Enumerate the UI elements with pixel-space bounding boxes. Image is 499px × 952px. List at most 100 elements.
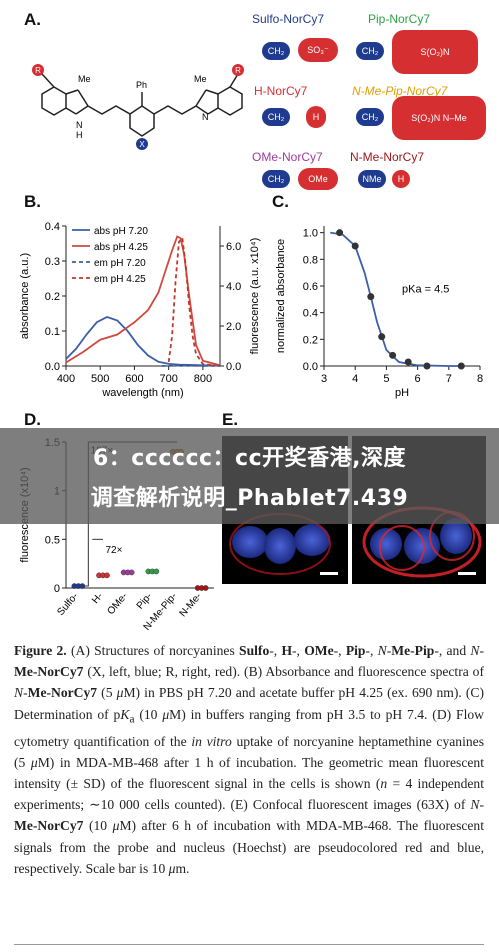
x-tick-label: 7 [446, 373, 452, 385]
watermark-banner [0, 428, 499, 524]
watermark-line-1: 6：cccccc：cc开奖香港,深度 [93, 446, 406, 471]
panel-e-letter: E. [222, 410, 239, 429]
annotation-72: 72× [105, 545, 122, 556]
figure-caption: Figure 2. (A) Structures of norcyanines … [14, 640, 484, 879]
y-tick-label-left: 0.4 [45, 221, 60, 233]
y-tick-label: 0 [54, 583, 60, 595]
y-tick-label-right: 2.0 [226, 321, 241, 333]
pip-x-pill: CH₂ [356, 42, 384, 60]
y-axis-label-left: absorbance (a.u.) [19, 253, 31, 339]
legend-label-0: abs pH 7.20 [94, 226, 148, 237]
y-tick-label: 0.8 [303, 254, 318, 266]
data-point [389, 351, 397, 359]
pka-chart: 3 4 5 6 7 8 0.0 0.2 0.4 0.6 0.8 1.0 pH normalized abs… [275, 226, 483, 399]
nmepip-x-pill: CH₂ [356, 108, 384, 126]
y-axis-label-right: fluorescence (a.u. x10⁴) [249, 238, 261, 355]
me-right-label: Me [194, 74, 207, 84]
panel-d-letter: D. [24, 410, 41, 429]
r-left-label: R [35, 66, 41, 75]
y-tick-label: 0.0 [303, 361, 318, 373]
n-left-label: N [76, 120, 83, 130]
bottom-rule [14, 944, 484, 945]
data-point [351, 242, 359, 250]
data-point-5 [202, 585, 209, 591]
series-line-0 [65, 316, 221, 367]
series-line-3 [167, 235, 221, 367]
data-point [404, 358, 412, 366]
x-tick-label: 8 [477, 373, 483, 385]
nme-r-pill: H [392, 170, 410, 188]
legend-label-1: abs pH 4.25 [94, 242, 148, 253]
x-axis-label: pH [395, 387, 409, 399]
ome-x-pill: CH₂ [262, 170, 290, 188]
spectra-chart: 400 500 600 700 800 0.0 0.1 0.2 0.3 0.4 0.0 2.0 4.0 6… [19, 221, 261, 399]
watermark-line-2: 调查解析说明_Phablet7.439 [90, 486, 409, 511]
n-right-label: N [202, 112, 209, 122]
x-tick-label: 400 [57, 373, 75, 385]
y-tick-label-right: 4.0 [226, 281, 241, 293]
data-point [423, 362, 431, 370]
category-label: N-Me- [178, 591, 204, 619]
y-tick-label: 0.6 [303, 281, 318, 293]
ph-label: Ph [136, 80, 147, 90]
y-tick-label-left: 0.0 [45, 361, 60, 373]
data-point [378, 333, 386, 341]
pip-r-pill: S(O₂)N [392, 30, 478, 74]
category-label: H- [90, 591, 105, 606]
me-left-label: Me [78, 74, 91, 84]
x-axis-label: wavelength (nm) [101, 387, 183, 399]
panel-b-letter: B. [24, 192, 41, 211]
fit-line [330, 231, 465, 367]
data-point-1 [104, 572, 110, 579]
legend-title-ome: OMe-NorCy7 [252, 150, 323, 164]
legend-title-pip: Pip-NorCy7 [368, 12, 431, 26]
legend-title-nme: N-Me-NorCy7 [350, 150, 425, 164]
data-point [457, 362, 465, 370]
x-tick-label: 700 [159, 373, 177, 385]
data-point-0 [79, 583, 86, 589]
y-tick-label-right: 0.0 [226, 361, 241, 373]
x-tick-label: 3 [321, 373, 327, 385]
r-right-label: R [235, 66, 241, 75]
x-tick-label: 600 [125, 373, 143, 385]
norcy7-structure: R R X Me Me Ph N H N [32, 64, 244, 150]
legend-label-3: em pH 4.25 [94, 274, 146, 285]
h-left-label: H [76, 130, 83, 140]
category-label: Pip- [135, 591, 155, 612]
pka-annotation: pKa = 4.5 [402, 284, 449, 296]
legend-title-sulfo: Sulfo-NorCy7 [252, 12, 325, 26]
legend-label-2: em pH 7.20 [94, 258, 146, 269]
y-tick-label-left: 0.3 [45, 256, 60, 268]
y-tick-label: 0.5 [45, 534, 60, 546]
y-tick-label-right: 6.0 [226, 241, 241, 253]
data-point-3 [153, 568, 160, 575]
ome-r-pill: OMe [298, 168, 338, 190]
x-tick-label: 500 [91, 373, 109, 385]
y-tick-label: 1.0 [303, 228, 318, 240]
h-x-pill: CH₂ [262, 108, 290, 126]
x-tick-label: 4 [352, 373, 358, 385]
data-point-2 [128, 569, 135, 576]
data-point [367, 293, 375, 301]
category-label: OMe- [105, 591, 129, 617]
panel-c-letter: C. [272, 192, 289, 211]
y-tick-label: 0.2 [303, 334, 318, 346]
sulfo-x-pill: CH₂ [262, 42, 290, 60]
sulfo-r-pill: SO₃⁻ [298, 38, 338, 62]
y-tick-label-left: 0.2 [45, 291, 60, 303]
figure-label: Figure 2. [14, 643, 67, 658]
series-line-1 [65, 235, 221, 367]
caption-body: (A) Structures of norcyanines Sulfo-, H-… [14, 643, 485, 876]
nmepip-r-pill: S(O₂)N N–Me [392, 96, 486, 140]
y-tick-label-left: 0.1 [45, 326, 60, 338]
h-r-pill: H [306, 106, 326, 128]
x-tick-label: 5 [383, 373, 389, 385]
y-tick-label: 0.4 [303, 308, 318, 320]
x-tick-label: 800 [194, 373, 212, 385]
legend-title-nmepip: N-Me-Pip-NorCy7 [352, 84, 448, 98]
legend-title-h: H-NorCy7 [254, 84, 308, 98]
panel-a-letter: A. [24, 10, 41, 29]
data-point [336, 229, 344, 237]
confocal-left [229, 513, 338, 575]
x-label: X [139, 140, 145, 149]
